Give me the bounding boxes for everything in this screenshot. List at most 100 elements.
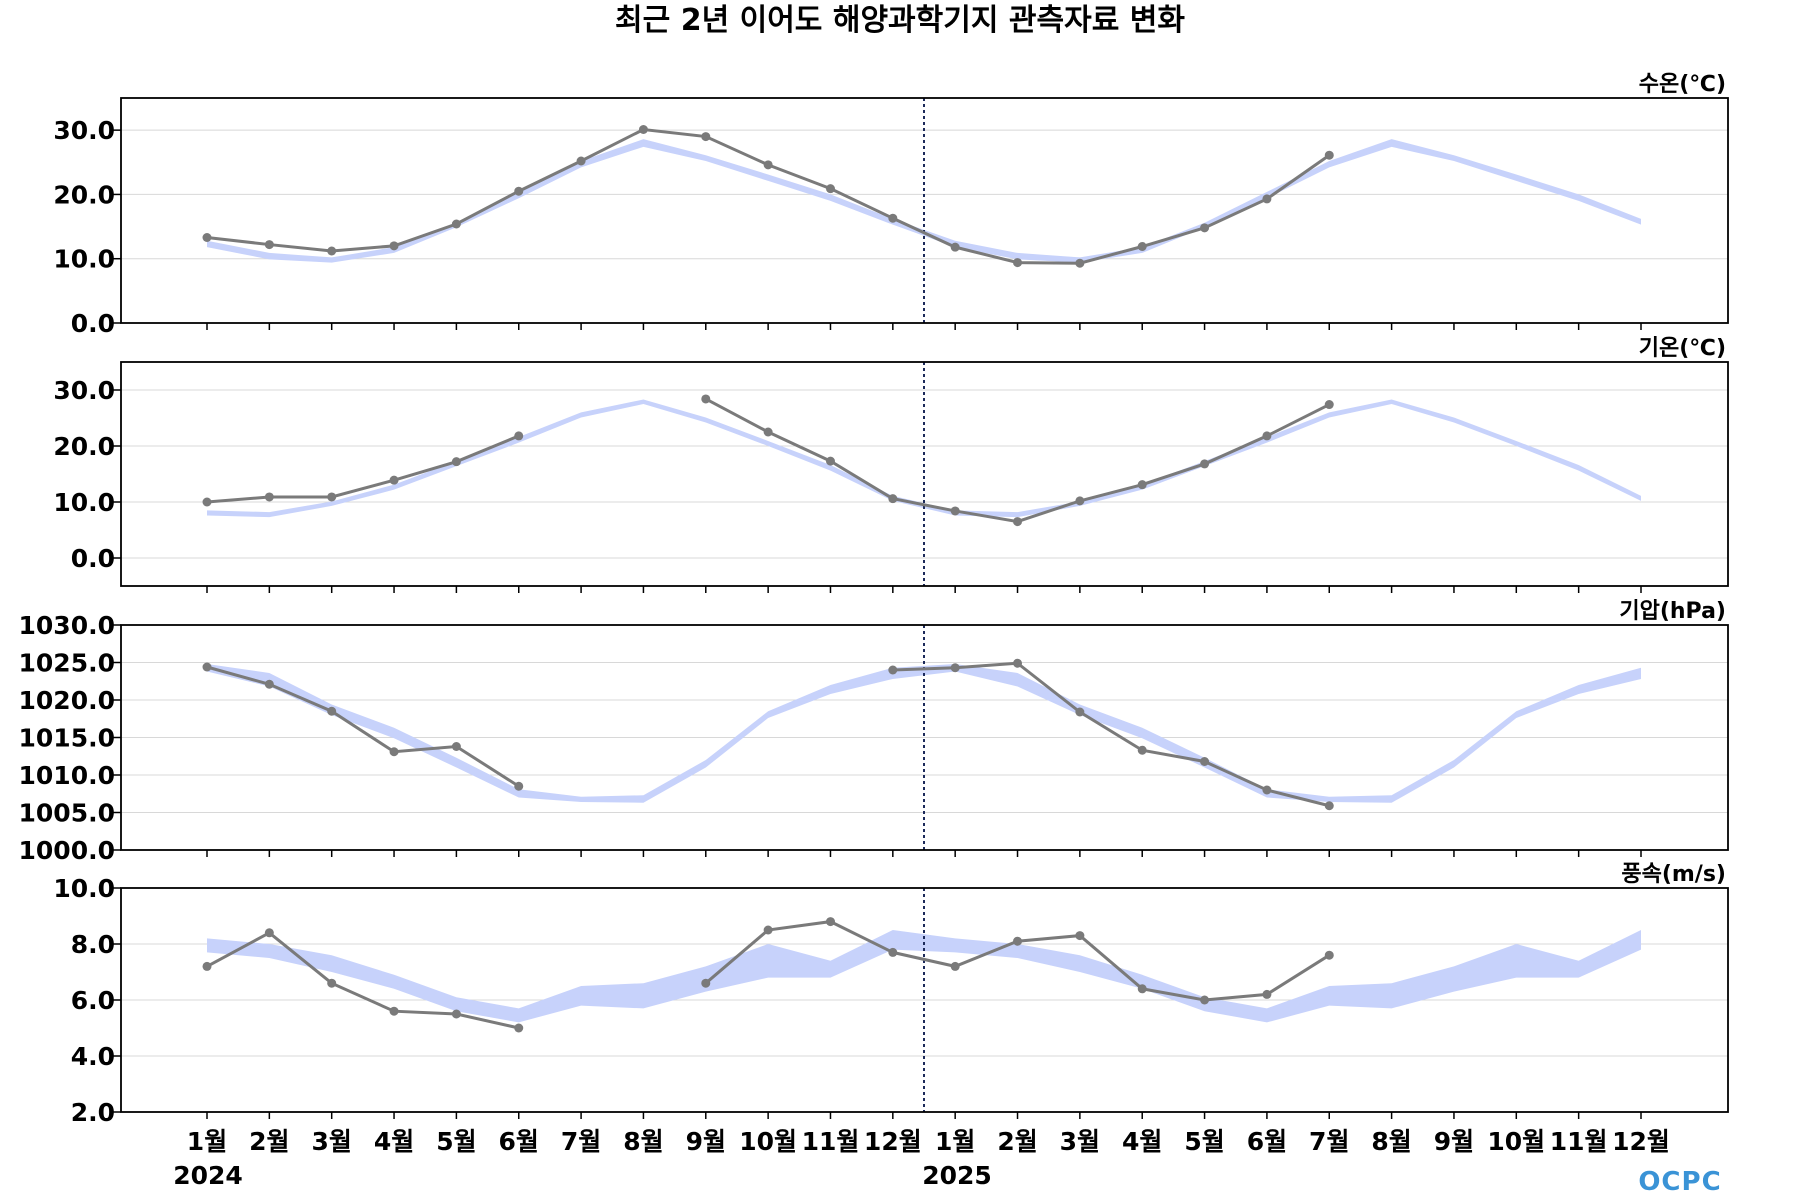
observation-point [1324, 950, 1334, 960]
observation-point [202, 233, 212, 242]
y-tick-label: 1025.0 [19, 649, 115, 678]
observation-point [1013, 658, 1023, 668]
observation-line [206, 931, 520, 1030]
panels: 0.0 10.0 20.0 30.0 수온(℃) 0.0 10.0 20.0 30.0 기온(℃)… [19, 72, 1729, 1127]
observation-line [206, 665, 520, 788]
observation-point [1200, 995, 1210, 1005]
x-tick-label: 5월 [436, 1127, 476, 1156]
observation-point [327, 706, 337, 716]
observation-point [1075, 931, 1085, 941]
observation-point [389, 475, 399, 485]
y-tick-label: 20.0 [53, 180, 115, 209]
x-tick-label: 9월 [1434, 1127, 1474, 1156]
x-tick-label: 8월 [623, 1127, 663, 1156]
panel-frame [120, 887, 1729, 1113]
observation-point [950, 663, 960, 673]
observation-point [451, 457, 461, 467]
x-tick-label: 6월 [499, 1127, 539, 1156]
observation-point [888, 213, 898, 223]
observation-point [1200, 757, 1210, 766]
panel-frame [120, 624, 1729, 851]
observation-point [825, 917, 835, 927]
observation-point [514, 186, 524, 196]
x-axis: 1월 2월 3월 4월 5월 6월 7월 8월 9월 10월 11월 12월 1월 2월 3월 4월 5월 6월 7… [173, 1127, 1670, 1190]
x-tick-label: 12월 [864, 1127, 922, 1156]
panel-frame [120, 361, 1729, 587]
observation-point [1013, 936, 1023, 946]
x-tick-label: 10월 [1487, 1127, 1545, 1156]
x-tick-label: 11월 [802, 1127, 860, 1156]
observation-point [327, 978, 337, 988]
x-tick-label: 4월 [1122, 1127, 1162, 1156]
panel-label: 기압(hPa) [1619, 599, 1726, 624]
observation-point [264, 928, 274, 938]
observation-point [327, 492, 337, 502]
observation-point [763, 925, 773, 935]
x-tick-label: 8월 [1371, 1127, 1411, 1156]
observation-line [206, 434, 520, 504]
x-tick-label: 7월 [1309, 1127, 1349, 1156]
y-tick-label: 6.0 [71, 986, 115, 1015]
observation-point [202, 662, 212, 672]
observation-point [451, 219, 461, 229]
x-tick-label: 9월 [686, 1127, 726, 1156]
observation-point [451, 742, 461, 751]
observation-point [1075, 707, 1085, 717]
observation-point [1200, 459, 1210, 469]
panel-label: 풍속(m/s) [1621, 862, 1726, 887]
observation-point [389, 747, 399, 757]
observation-point [701, 132, 711, 142]
observation-point [1262, 431, 1272, 441]
x-tick-label: 1월 [187, 1127, 227, 1156]
observation-point [1137, 242, 1147, 251]
y-tick-label: 1015.0 [19, 724, 115, 753]
panel-label: 수온(℃) [1639, 72, 1726, 97]
observation-point [701, 394, 711, 404]
y-tick-label: 30.0 [53, 116, 115, 145]
x-tick-label: 6월 [1247, 1127, 1287, 1156]
observation-point [202, 497, 212, 507]
x-tick-label: 1월 [935, 1127, 975, 1156]
observation-line [892, 661, 1330, 808]
y-tick-label: 2.0 [71, 1098, 115, 1127]
x-tick-label: 2월 [249, 1127, 289, 1156]
observation-point [202, 961, 212, 971]
y-tick-label: 1030.0 [19, 611, 115, 640]
chart-title: 최근 2년 이어도 해양과학기지 관측자료 변화 [615, 3, 1185, 38]
observation-point [1013, 517, 1023, 527]
x-tick-label: 5월 [1184, 1127, 1224, 1156]
y-tick-label: 4.0 [71, 1042, 115, 1071]
observation-point [327, 246, 337, 256]
observation-point [514, 431, 524, 441]
observation-point [1137, 984, 1147, 994]
ocpc-logo: OCPC [1638, 1167, 1721, 1197]
y-tick-label: 8.0 [71, 930, 115, 959]
observation-point [1013, 258, 1023, 268]
observation-point [389, 1006, 399, 1016]
observation-point [1137, 480, 1147, 490]
observation-point [1262, 785, 1272, 795]
observation-point [389, 241, 399, 251]
observation-point [1137, 745, 1147, 755]
observation-point [1324, 801, 1334, 811]
x-tick-label: 3월 [311, 1127, 351, 1156]
observation-point [451, 1009, 461, 1019]
observation-point [825, 184, 835, 194]
observation-line [705, 397, 1330, 524]
observation-point [1324, 150, 1334, 160]
y-tick-label: 10.0 [53, 245, 115, 274]
observation-point [1324, 400, 1334, 410]
observation-point [825, 456, 835, 466]
observation-point [950, 242, 960, 252]
observation-point [763, 427, 773, 437]
x-tick-label: 2월 [997, 1127, 1037, 1156]
observation-point [763, 160, 773, 170]
observation-point [576, 156, 586, 166]
observation-point [264, 240, 274, 250]
year-label: 2025 [922, 1161, 992, 1190]
observation-point [1075, 258, 1085, 268]
observation-point [1075, 496, 1085, 506]
y-tick-label: 1000.0 [19, 836, 115, 865]
y-tick-label: 10.0 [53, 488, 115, 517]
